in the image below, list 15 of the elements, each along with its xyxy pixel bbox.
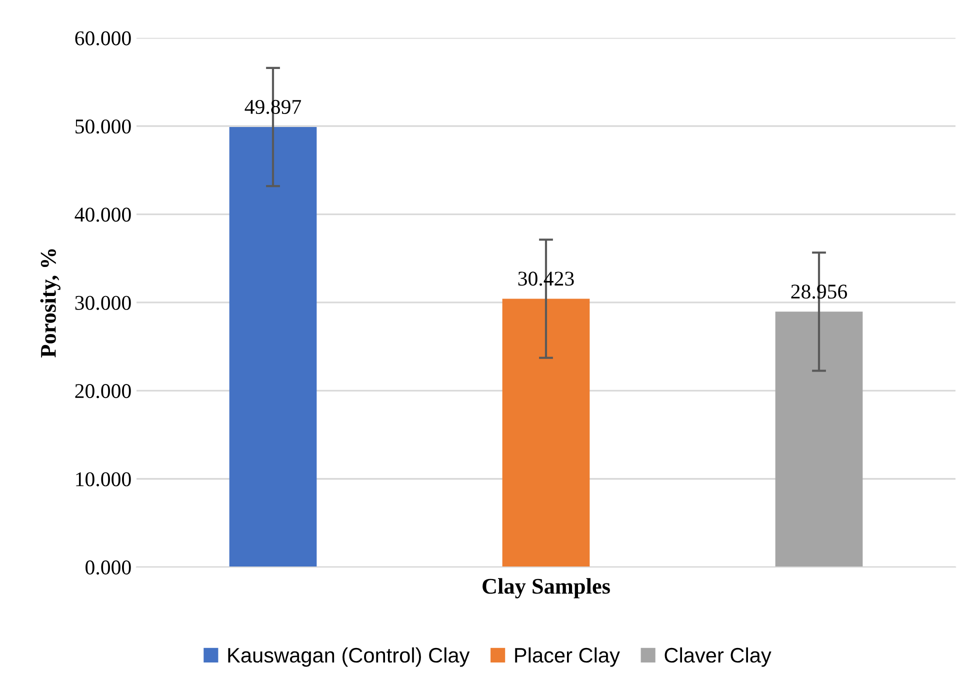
x-axis-title: Clay Samples — [482, 578, 610, 598]
legend-label: Claver Clay — [664, 647, 772, 667]
y-tick-label: 20.000 — [75, 384, 131, 398]
y-axis-title: Porosity, % — [40, 249, 60, 358]
bar — [229, 126, 317, 568]
bar — [775, 312, 863, 568]
legend-label: Placer Clay — [515, 647, 620, 667]
y-tick-label: 0.000 — [86, 560, 131, 575]
y-tick-label: 50.000 — [76, 119, 131, 134]
y-tick-label: 40.000 — [74, 208, 131, 222]
y-tick-label: 60.000 — [75, 31, 131, 46]
bar — [502, 298, 590, 568]
y-tick-label: 30.000 — [75, 296, 131, 310]
y-tick-label: 10.000 — [76, 472, 131, 486]
legend-label: Kauswagan (Control) Clay — [228, 647, 470, 667]
